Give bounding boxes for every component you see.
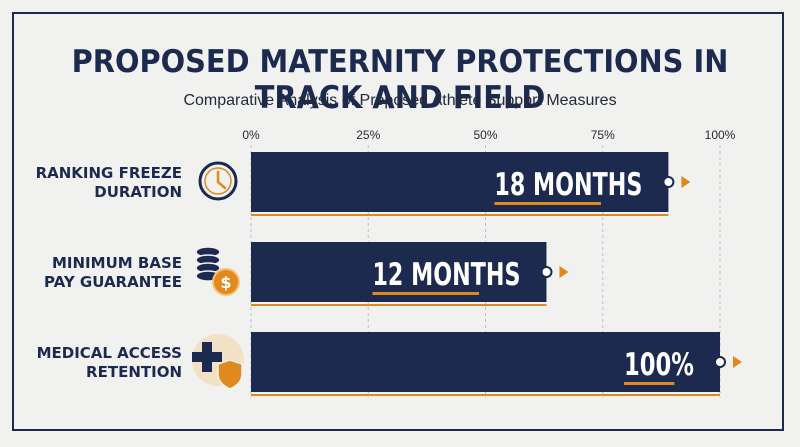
bar-end-marker (662, 176, 675, 188)
clock-icon (198, 161, 238, 201)
bar-end-arrow (733, 356, 742, 368)
bar-value-label: 100% (624, 347, 694, 383)
bar-end-marker (714, 356, 726, 368)
x-tick-label: 50% (473, 128, 497, 142)
category-label: Ranking Freeze Duration (35, 164, 182, 201)
category-label: Minimum Base Pay Guarantee (44, 254, 182, 291)
bar-value-label: 18 MONTHS (494, 167, 642, 203)
bar-end-marker (540, 266, 553, 278)
bar-underline (251, 394, 720, 396)
coin-stack-icon: $ (195, 246, 240, 296)
bar-underline (251, 214, 669, 216)
medical-shield-icon (192, 334, 244, 390)
x-tick-label: 0% (242, 128, 260, 142)
chart-title: PROPOSED MATERNITY PROTECTIONS IN TRACK … (71, 44, 729, 116)
bar-underline (251, 304, 547, 306)
x-tick-label: 25% (356, 128, 380, 142)
bar-value-label: 12 MONTHS (372, 257, 520, 293)
category-label: Medical Access Retention (36, 344, 182, 381)
bar-end-arrow (559, 266, 569, 278)
svg-text:$: $ (220, 273, 231, 292)
value-label-underline (624, 382, 675, 385)
value-label-underline (372, 292, 480, 295)
chart-subtitle: Comparative Analysis of Proposed Athlete… (183, 92, 617, 109)
x-tick-label: 75% (591, 128, 615, 142)
chart-frame (12, 12, 784, 431)
value-label-underline (494, 202, 601, 205)
x-tick-label: 100% (705, 128, 736, 142)
bar-end-arrow (681, 176, 691, 188)
